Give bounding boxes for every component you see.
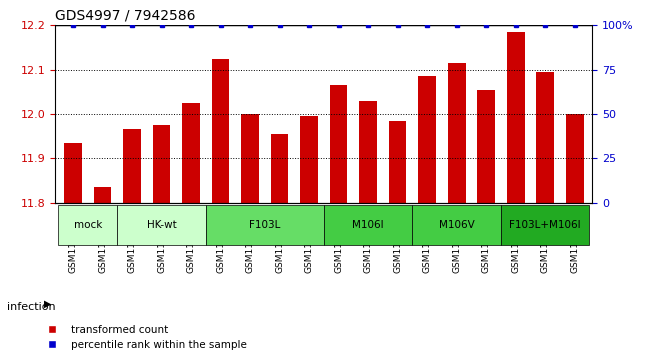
FancyBboxPatch shape [59,205,117,245]
Text: infection: infection [7,302,55,312]
Bar [419,76,436,203]
Bar [242,114,259,203]
FancyBboxPatch shape [206,205,324,245]
Text: GDS4997 / 7942586: GDS4997 / 7942586 [55,9,196,23]
Bar [330,85,348,203]
Bar [94,187,111,203]
FancyBboxPatch shape [117,205,206,245]
Text: HK-wt: HK-wt [146,220,176,230]
Bar [123,130,141,203]
Legend: transformed count, percentile rank within the sample: transformed count, percentile rank withi… [38,321,251,354]
Bar [212,58,229,203]
FancyBboxPatch shape [412,205,501,245]
Text: ▶: ▶ [44,299,52,309]
Bar [448,63,465,203]
Text: F103L: F103L [249,220,281,230]
Bar [566,114,583,203]
FancyBboxPatch shape [324,205,412,245]
Text: mock: mock [74,220,102,230]
Bar [64,143,82,203]
Bar [300,116,318,203]
Text: M106I: M106I [352,220,384,230]
FancyBboxPatch shape [501,205,589,245]
Bar [359,101,377,203]
Bar [507,32,525,203]
Bar [271,134,288,203]
Bar [536,72,554,203]
Text: F103L+M106I: F103L+M106I [509,220,581,230]
Bar [182,103,200,203]
Text: M106V: M106V [439,220,475,230]
Bar [153,125,171,203]
Bar [477,90,495,203]
Bar [389,121,406,203]
